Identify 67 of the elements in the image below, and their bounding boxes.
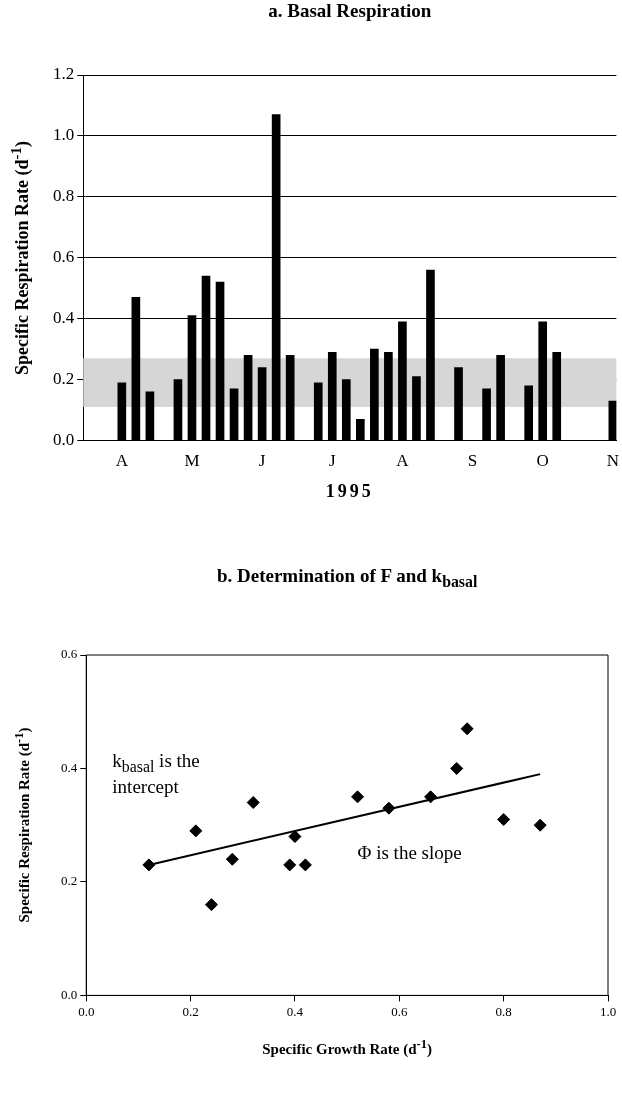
point [298, 858, 312, 872]
y-tick-label: 0.2 [61, 873, 78, 889]
x-tick-label: 0.0 [78, 1003, 95, 1019]
point [288, 830, 302, 844]
x-tick-label: 0.8 [495, 1003, 512, 1019]
y-tick-label: 0.0 [61, 986, 78, 1002]
bar [370, 348, 379, 441]
bar [243, 354, 253, 441]
y-tick-label: 0.4 [53, 308, 75, 328]
x-tick-label: A [115, 451, 129, 471]
x-tick-label: N [606, 451, 619, 471]
x-tick-label: 1.0 [599, 1003, 617, 1019]
y-tick-label: 1.0 [53, 125, 75, 145]
bar [482, 388, 491, 441]
chart-title: a. Basal Respiration [268, 0, 432, 22]
point [533, 818, 547, 832]
x-tick-label: O [536, 451, 549, 471]
point [382, 801, 396, 815]
y-tick-label: 0.2 [53, 369, 75, 389]
point [246, 796, 260, 810]
bar [412, 376, 421, 441]
x-tick-label: S [467, 451, 478, 471]
bar [327, 351, 337, 441]
point [450, 761, 464, 775]
bar [384, 351, 393, 441]
x-tick-label: J [258, 451, 266, 471]
x-axis-title: Specific Growth Rate (d$^{-1}$) [262, 1037, 432, 1059]
bar [229, 388, 239, 441]
bar [538, 321, 548, 441]
bar [454, 367, 463, 441]
bar [356, 418, 365, 441]
point [204, 898, 218, 912]
x-tick-label: 0.6 [391, 1003, 408, 1019]
annotation: k$_{basal}$ is the intercept [112, 750, 201, 799]
x-tick-label: 0.4 [286, 1003, 304, 1019]
point [283, 858, 297, 872]
bar [552, 351, 562, 441]
y-tick-label: 0.0 [53, 430, 75, 450]
bar [313, 382, 323, 441]
point [497, 813, 511, 827]
x-axis-title: 1995 [325, 480, 374, 502]
y-tick-label: 0.6 [53, 247, 75, 267]
point [142, 858, 156, 872]
bar [285, 354, 295, 441]
bar [257, 367, 267, 441]
point [460, 722, 474, 736]
point [225, 852, 239, 866]
point [424, 790, 438, 804]
point [351, 790, 365, 804]
y-tick-label: 1.2 [53, 64, 75, 84]
y-tick-label: 0.8 [53, 186, 75, 206]
bar [496, 354, 505, 441]
bar [398, 321, 407, 441]
x-tick-label: 0.2 [182, 1003, 199, 1019]
point [189, 824, 203, 838]
bar [145, 391, 155, 441]
x-tick-label: M [184, 451, 200, 471]
bar [524, 385, 533, 441]
bar [117, 382, 127, 441]
bar [173, 379, 183, 441]
y-tick-label: 0.6 [61, 646, 78, 662]
y-tick-label: 0.4 [61, 759, 78, 775]
bar [341, 379, 351, 441]
annotation: Φ is the slope [357, 842, 462, 865]
x-tick-label: J [328, 451, 336, 471]
x-tick-label: A [396, 451, 410, 471]
chart-title: b. Determination of F and k$_{basal}$ [216, 565, 478, 591]
